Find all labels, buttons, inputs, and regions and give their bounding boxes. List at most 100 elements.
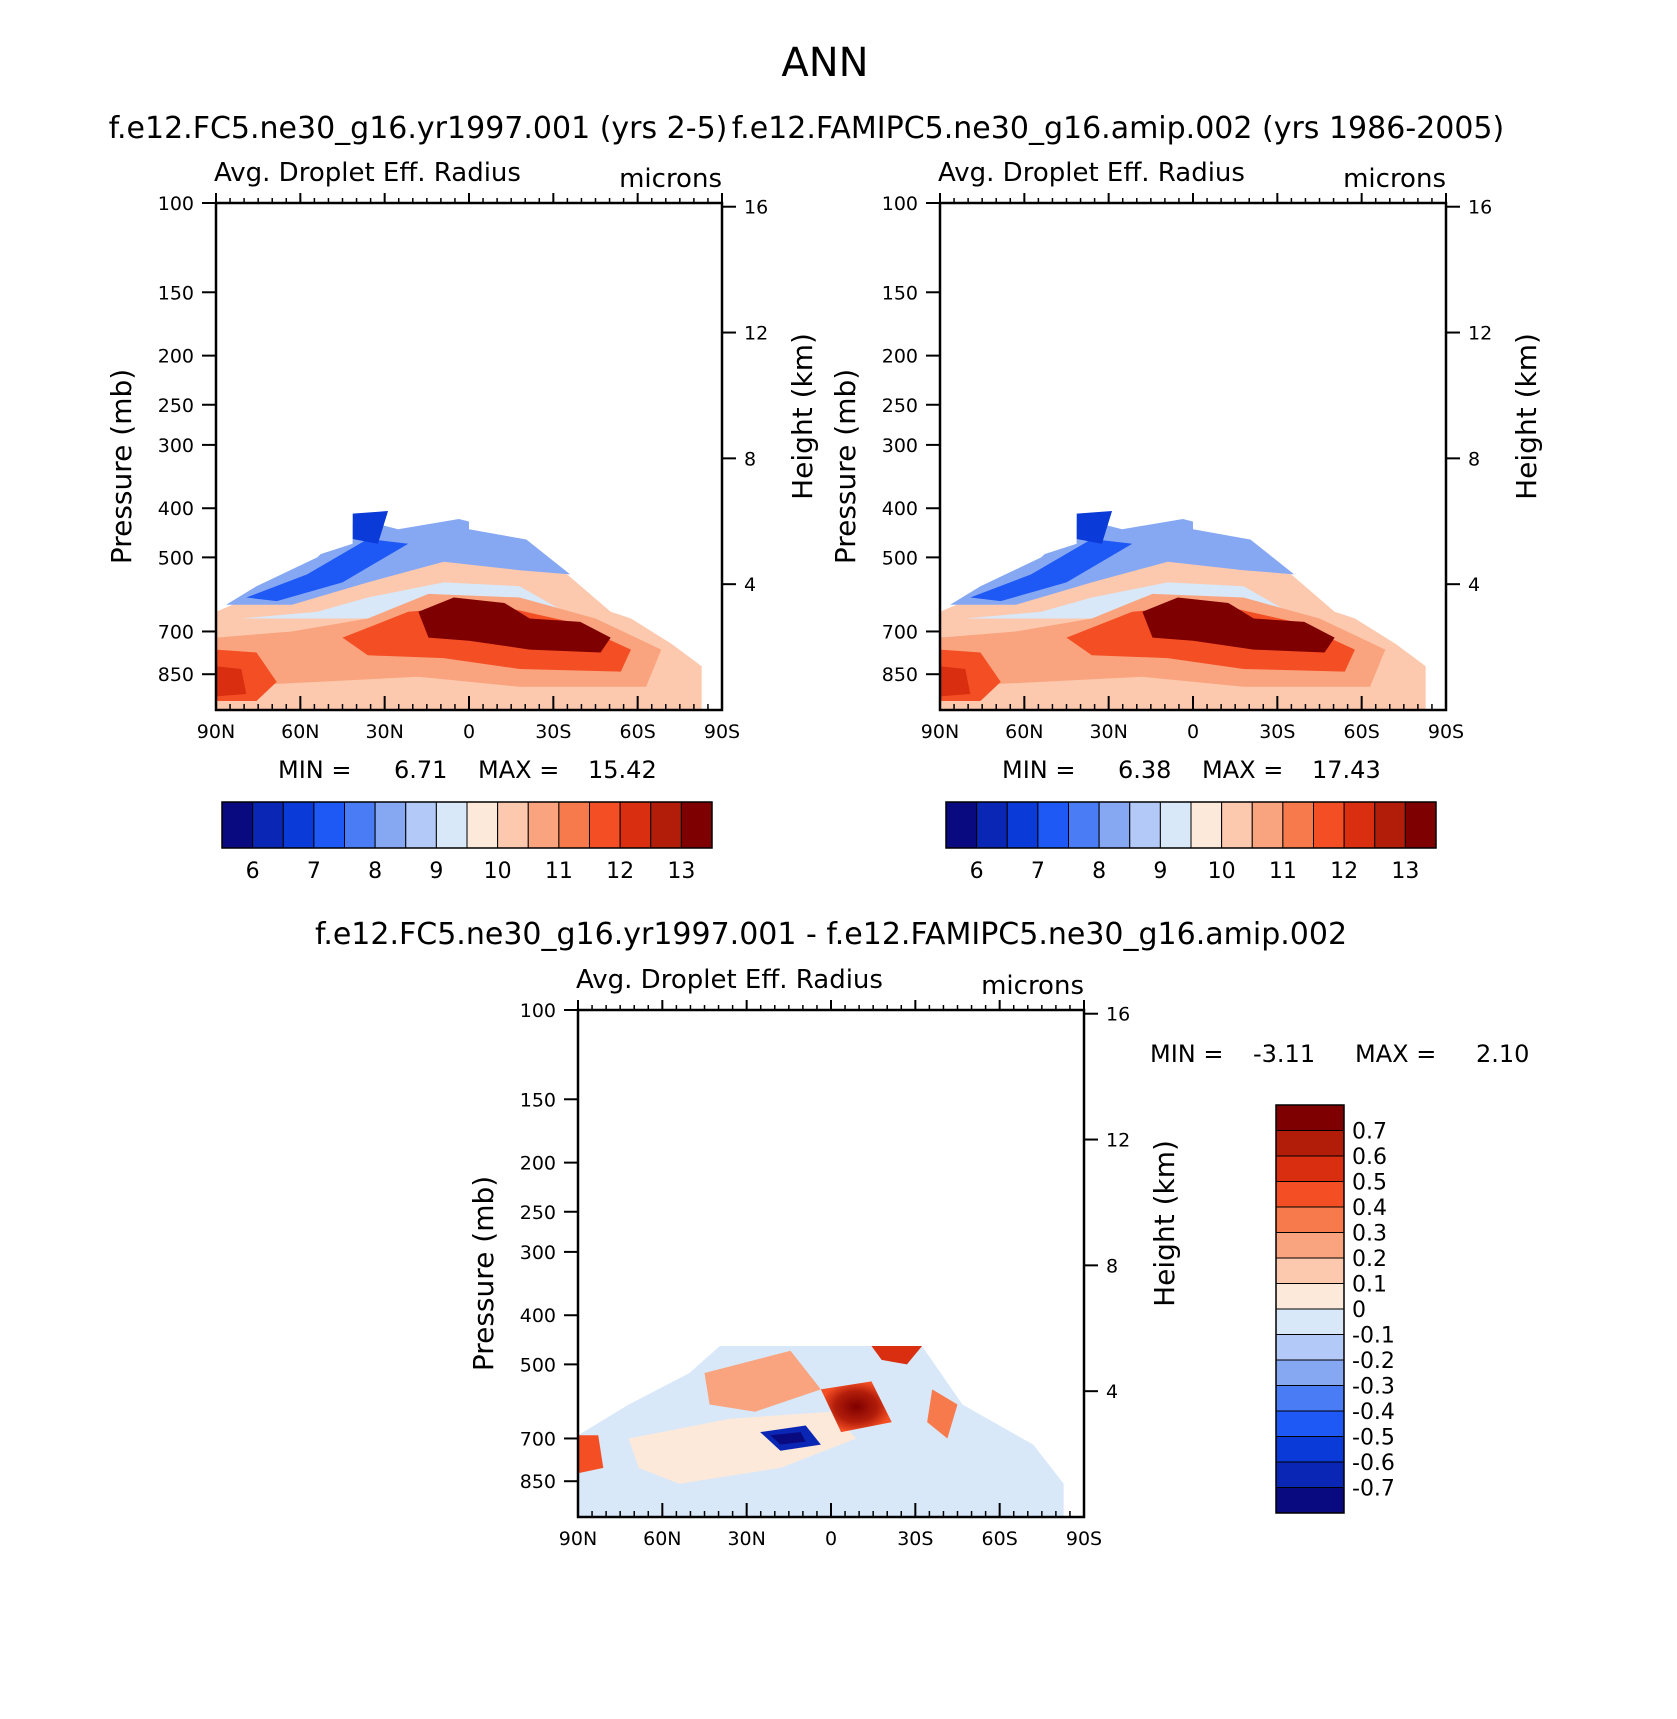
colorbar-label: -0.2 [1352, 1349, 1395, 1374]
x-tick-label: 60N [1005, 721, 1043, 743]
y-tick-label: 400 [158, 498, 194, 520]
colorbar-label: 0.4 [1352, 1196, 1387, 1221]
y2-axis-label: Height (km) [1510, 333, 1543, 500]
colorbar-swatch [1251, 801, 1284, 849]
x-tick-label: 30S [1259, 721, 1295, 743]
y-tick-label: 150 [520, 1089, 556, 1111]
x-tick-label: 60S [1344, 721, 1380, 743]
colorbar-swatch [282, 801, 315, 849]
colorbar-label: 13 [1391, 859, 1419, 884]
y-tick-label: 100 [882, 193, 918, 215]
units-label: microns [981, 971, 1084, 1001]
colorbar-swatch [1275, 1155, 1345, 1182]
x-tick-label: 0 [463, 721, 475, 743]
panel-difference: f.e12.FC5.ne30_g16.yr1997.001 - f.e12.FA… [315, 917, 1530, 1550]
colorbar-swatch [619, 801, 652, 849]
colorbar-swatch [680, 801, 713, 849]
min-value: 6.38 [1118, 756, 1171, 784]
colorbar-swatch [1159, 801, 1192, 849]
panel-test: f.e12.FC5.ne30_g16.yr1997.001 (yrs 2-5) A… [105, 111, 819, 884]
max-label: MAX = [478, 756, 559, 784]
y-tick-label: 150 [882, 282, 918, 304]
colorbar-swatch [1068, 801, 1100, 849]
colorbar-label: 10 [484, 859, 512, 884]
colorbar-swatch [558, 801, 590, 849]
colorbar: 0.70.60.50.40.30.20.10-0.1-0.2-0.3-0.4-0… [1275, 1104, 1395, 1514]
data-field [216, 203, 722, 710]
x-tick-label: 90S [1428, 721, 1464, 743]
x-tick-label: 30S [535, 721, 571, 743]
colorbar-swatch [1404, 801, 1437, 849]
y2-tick-label: 8 [744, 448, 756, 470]
y-axis-label: Pressure (mb) [829, 369, 862, 564]
y2-tick-label: 8 [1468, 448, 1480, 470]
min-label: MIN = [1150, 1040, 1223, 1068]
y2-tick-label: 16 [1106, 1004, 1130, 1026]
y2-tick-label: 16 [744, 197, 768, 219]
field-mask [216, 203, 722, 710]
y-tick-label: 400 [882, 498, 918, 520]
colorbar-label: 0.7 [1352, 1120, 1387, 1145]
colorbar-swatch [1221, 801, 1253, 849]
colorbar-swatch [1374, 801, 1406, 849]
colorbar-label: 0.1 [1352, 1273, 1387, 1298]
colorbar-swatch [1275, 1436, 1345, 1463]
colorbar-swatch [1275, 1181, 1345, 1208]
field-contour [352, 510, 389, 544]
colorbar-swatch [405, 801, 437, 849]
colorbar-label: 12 [606, 859, 634, 884]
y-tick-label: 400 [520, 1305, 556, 1327]
colorbar-label: 0.5 [1352, 1171, 1387, 1196]
colorbar: 6 7 8 9 10 11 12 13 [945, 801, 1437, 884]
field-contour [216, 666, 247, 697]
colorbar-swatch [1313, 801, 1345, 849]
colorbar-swatch [435, 801, 468, 849]
colorbar-swatch [1275, 1487, 1345, 1514]
y-axis-label: Pressure (mb) [105, 369, 138, 564]
min-label: MIN = [1002, 756, 1075, 784]
colorbar-label: 9 [429, 859, 443, 884]
panel-title: f.e12.FC5.ne30_g16.yr1997.001 - f.e12.FA… [315, 917, 1347, 952]
max-value: 15.42 [588, 756, 657, 784]
y2-axis-label: Height (km) [786, 333, 819, 500]
colorbar-label: 0.3 [1352, 1222, 1387, 1247]
y-tick-label: 850 [158, 664, 194, 686]
colorbar-swatch [1275, 1257, 1345, 1284]
max-value: 17.43 [1312, 756, 1381, 784]
x-tick-label: 0 [1187, 721, 1199, 743]
colorbar-swatch [1275, 1359, 1345, 1386]
y-tick-label: 850 [520, 1471, 556, 1493]
y-tick-label: 700 [158, 621, 194, 643]
variable-label: Avg. Droplet Eff. Radius [214, 158, 521, 188]
panel-control: f.e12.FAMIPC5.ne30_g16.amip.002 (yrs 198… [732, 111, 1543, 884]
colorbar-swatch [527, 801, 560, 849]
colorbar: 6 7 8 9 10 11 12 13 [221, 801, 713, 884]
y-tick-label: 300 [882, 435, 918, 457]
units-label: microns [1343, 164, 1446, 194]
y-tick-label: 500 [520, 1354, 556, 1376]
colorbar-swatch [1275, 1206, 1345, 1233]
min-value: -3.11 [1253, 1040, 1315, 1068]
colorbar-swatch [1343, 801, 1376, 849]
y2-tick-label: 16 [1468, 197, 1492, 219]
field-contour [246, 539, 409, 602]
variable-label: Avg. Droplet Eff. Radius [938, 158, 1245, 188]
colorbar-label: 7 [1031, 859, 1045, 884]
colorbar-label: -0.3 [1352, 1375, 1395, 1400]
colorbar-label: 9 [1153, 859, 1167, 884]
units-label: microns [619, 164, 722, 194]
colorbar-swatch [466, 801, 499, 849]
colorbar-swatch [945, 801, 978, 849]
field-contour [770, 1432, 806, 1445]
colorbar-swatch [374, 801, 407, 849]
colorbar-label: 0.2 [1352, 1247, 1387, 1272]
y-tick-label: 200 [158, 346, 194, 368]
colorbar-swatch [1275, 1410, 1345, 1437]
colorbar-frame [945, 801, 1437, 849]
y2-tick-label: 12 [1468, 323, 1492, 345]
colorbar-label: 8 [1092, 859, 1106, 884]
y2-tick-label: 12 [744, 323, 768, 345]
colorbar-label: 11 [1269, 859, 1297, 884]
x-tick-label: 90N [921, 721, 959, 743]
colorbar-swatch [1282, 801, 1314, 849]
